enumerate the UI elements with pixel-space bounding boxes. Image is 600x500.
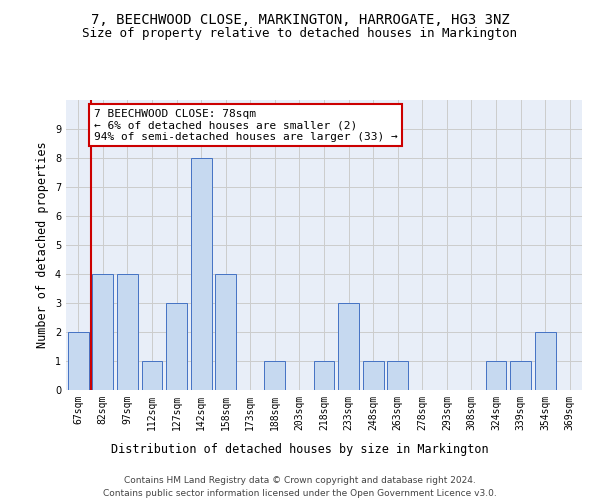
Bar bbox=[166, 303, 187, 390]
Bar bbox=[117, 274, 138, 390]
Text: Contains HM Land Registry data © Crown copyright and database right 2024.: Contains HM Land Registry data © Crown c… bbox=[124, 476, 476, 485]
Bar bbox=[314, 361, 334, 390]
Bar bbox=[142, 361, 163, 390]
Text: 7 BEECHWOOD CLOSE: 78sqm
← 6% of detached houses are smaller (2)
94% of semi-det: 7 BEECHWOOD CLOSE: 78sqm ← 6% of detache… bbox=[94, 108, 397, 142]
Bar bbox=[338, 303, 359, 390]
Bar bbox=[265, 361, 286, 390]
Bar bbox=[387, 361, 408, 390]
Bar bbox=[215, 274, 236, 390]
Bar bbox=[191, 158, 212, 390]
Bar bbox=[92, 274, 113, 390]
Text: Distribution of detached houses by size in Markington: Distribution of detached houses by size … bbox=[111, 442, 489, 456]
Bar bbox=[362, 361, 383, 390]
Bar bbox=[485, 361, 506, 390]
Text: 7, BEECHWOOD CLOSE, MARKINGTON, HARROGATE, HG3 3NZ: 7, BEECHWOOD CLOSE, MARKINGTON, HARROGAT… bbox=[91, 12, 509, 26]
Y-axis label: Number of detached properties: Number of detached properties bbox=[37, 142, 49, 348]
Bar bbox=[535, 332, 556, 390]
Bar bbox=[510, 361, 531, 390]
Text: Size of property relative to detached houses in Markington: Size of property relative to detached ho… bbox=[83, 28, 517, 40]
Text: Contains public sector information licensed under the Open Government Licence v3: Contains public sector information licen… bbox=[103, 489, 497, 498]
Bar bbox=[68, 332, 89, 390]
